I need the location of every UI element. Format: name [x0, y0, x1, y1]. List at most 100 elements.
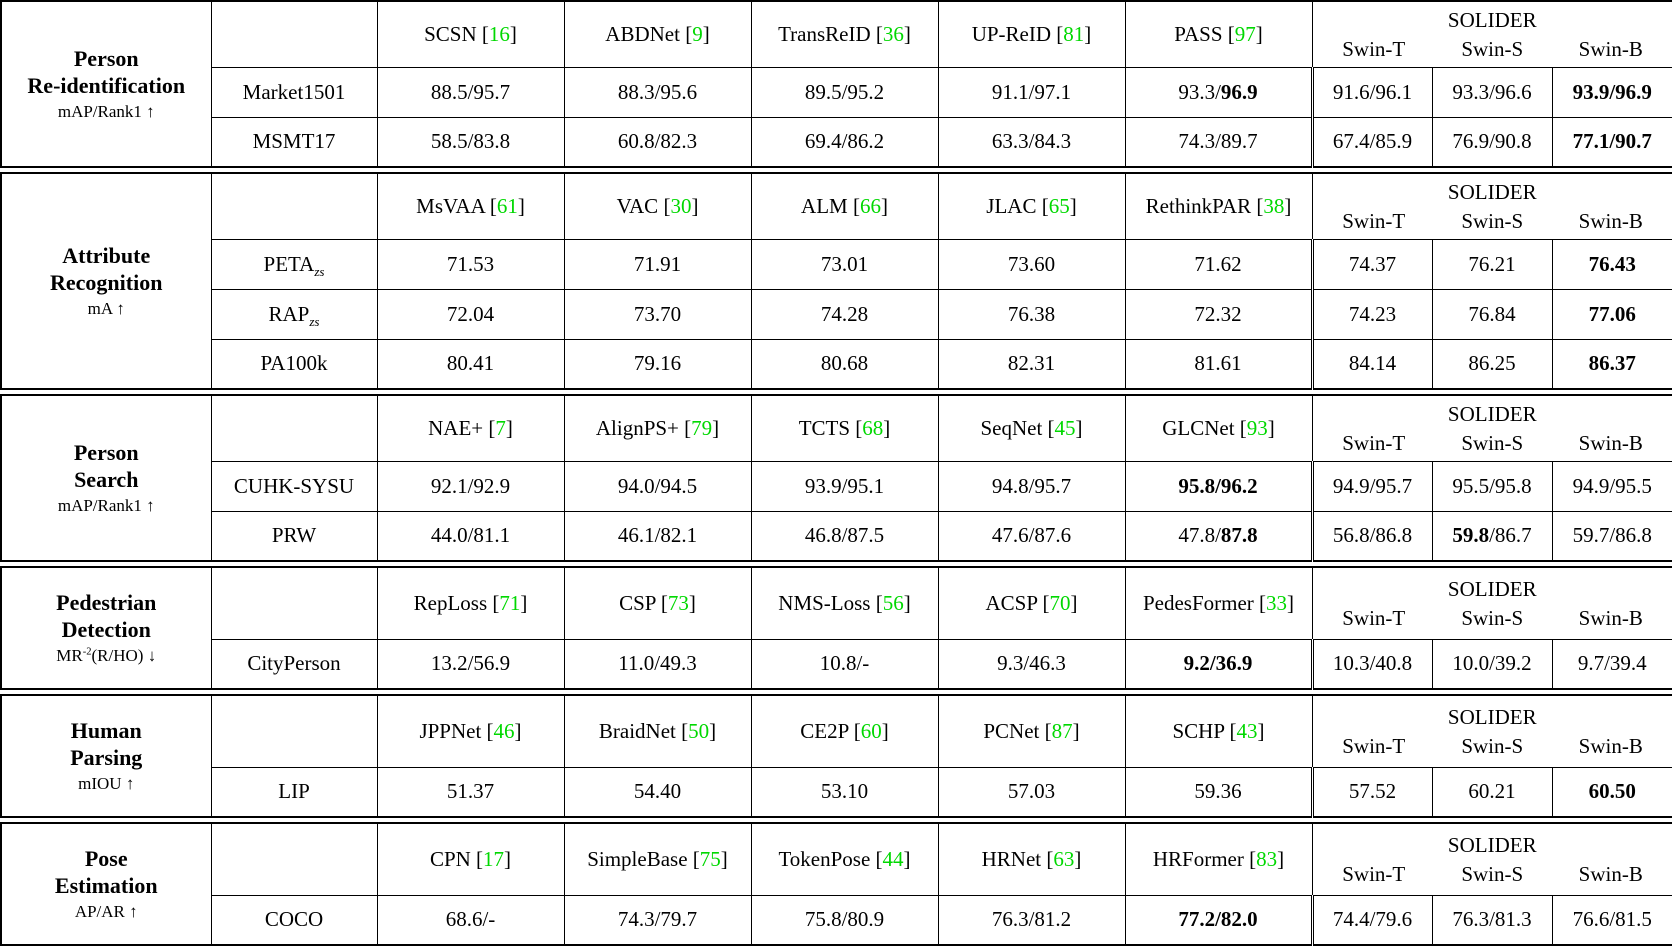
solider-label: SOLIDER — [1447, 705, 1537, 730]
method-header: UP-ReID [81] — [937, 0, 1126, 68]
method-header: GLCNet [93] — [1124, 394, 1313, 462]
citation-ref[interactable]: 38 — [1263, 193, 1285, 218]
citation-ref[interactable]: 16 — [488, 21, 510, 46]
solider-value-cell: 86.37 — [1551, 338, 1672, 390]
solider-value-cell: 93.3/96.6 — [1431, 66, 1553, 118]
solider-variants: Swin-T Swin-S Swin-B — [1315, 207, 1671, 235]
value-cell: 80.68 — [750, 338, 939, 390]
value-cell: 60.8/82.3 — [563, 116, 752, 168]
citation-ref[interactable]: 79 — [691, 415, 713, 440]
citation-ref[interactable]: 81 — [1063, 21, 1085, 46]
citation-ref[interactable]: 93 — [1246, 415, 1268, 440]
citation-ref[interactable]: 63 — [1053, 846, 1075, 871]
value-cell: 53.10 — [750, 766, 939, 818]
citation-ref[interactable]: 30 — [670, 193, 692, 218]
solider-value-cell: 60.21 — [1431, 766, 1553, 818]
task-title: Attribute Recognition — [4, 243, 209, 297]
value-cell: 71.62 — [1124, 238, 1313, 290]
citation-ref[interactable]: 87 — [1051, 718, 1073, 743]
task-title: Pedestrian Detection — [4, 590, 209, 644]
method-header: NMS-Loss [56] — [750, 566, 939, 640]
task-cell: Human Parsing mIOU ↑ — [0, 694, 212, 818]
task-cell: Pose Estimation AP/AR ↑ — [0, 822, 212, 946]
value-cell: 75.8/80.9 — [750, 894, 939, 946]
dataset-cell: Market1501 — [210, 66, 378, 118]
value-cell: 11.0/49.3 — [563, 638, 752, 690]
value-cell: 9.2/36.9 — [1124, 638, 1313, 690]
task-title-line: Person — [73, 439, 139, 465]
citation-ref[interactable]: 33 — [1266, 590, 1288, 615]
value-cell: 59.36 — [1124, 766, 1313, 818]
value-cell: 74.3/89.7 — [1124, 116, 1313, 168]
value-cell: 13.2/56.9 — [376, 638, 565, 690]
citation-ref[interactable]: 71 — [499, 590, 521, 615]
task-title-line: Re-identification — [27, 72, 186, 98]
citation-ref[interactable]: 9 — [692, 21, 703, 46]
value-cell: 47.6/87.6 — [937, 510, 1126, 562]
solider-header: SOLIDER Swin-T Swin-S Swin-B — [1311, 172, 1672, 240]
solider-variant-label: Swin-S — [1461, 431, 1524, 456]
task-title-line: Attribute — [62, 242, 151, 268]
value-cell: 63.3/84.3 — [937, 116, 1126, 168]
dataset-header-cell — [210, 394, 378, 462]
citation-ref[interactable]: 60 — [860, 718, 882, 743]
task-metric: mAP/Rank1 ↑ — [57, 102, 155, 122]
solider-header: SOLIDER Swin-T Swin-S Swin-B — [1311, 694, 1672, 768]
value-cell: 9.3/46.3 — [937, 638, 1126, 690]
solider-variant-label: Swin-B — [1578, 37, 1643, 62]
task-title-line: Pose — [84, 845, 128, 871]
solider-variant-label: Swin-S — [1461, 734, 1524, 759]
solider-variant-label: Swin-B — [1578, 734, 1643, 759]
table-row: PETAzs 71.53 71.91 73.01 73.60 71.62 74.37 76.2… — [1, 238, 1672, 290]
citation-ref[interactable]: 97 — [1234, 21, 1256, 46]
method-header: CE2P [60] — [750, 694, 939, 768]
value-cell: 80.41 — [376, 338, 565, 390]
solider-value-cell: 10.3/40.8 — [1310, 638, 1433, 690]
dataset-header-cell — [210, 172, 378, 240]
citation-ref[interactable]: 75 — [699, 846, 721, 871]
citation-ref[interactable]: 68 — [862, 415, 884, 440]
value-cell: 47.8/87.8 — [1124, 510, 1313, 562]
method-header: ACSP [70] — [937, 566, 1126, 640]
citation-ref[interactable]: 65 — [1048, 193, 1070, 218]
method-header: PASS [97] — [1124, 0, 1313, 68]
citation-ref[interactable]: 36 — [882, 21, 904, 46]
solider-variants: Swin-T Swin-S Swin-B — [1315, 35, 1671, 63]
table-row: PA100k 80.41 79.16 80.68 82.31 81.61 84.14 86.2… — [1, 338, 1672, 390]
value-cell: 71.91 — [563, 238, 752, 290]
solider-label: SOLIDER — [1447, 8, 1537, 33]
citation-ref[interactable]: 50 — [688, 718, 710, 743]
value-cell: 73.01 — [750, 238, 939, 290]
solider-variant-label: Swin-S — [1461, 862, 1524, 887]
citation-ref[interactable]: 43 — [1236, 718, 1258, 743]
solider-value-cell: 56.8/86.8 — [1310, 510, 1433, 562]
citation-ref[interactable]: 70 — [1049, 590, 1071, 615]
citation-ref[interactable]: 83 — [1256, 846, 1278, 871]
dataset-cell: CUHK-SYSU — [210, 460, 378, 512]
citation-ref[interactable]: 7 — [495, 415, 506, 440]
section-table-1: Attribute Recognition mA ↑ MsVAA [61] VAC [3… — [0, 172, 1672, 390]
citation-ref[interactable]: 61 — [496, 193, 518, 218]
method-header: ALM [66] — [750, 172, 939, 240]
solider-variant-label: Swin-B — [1578, 606, 1643, 631]
solider-value-cell: 77.1/90.7 — [1551, 116, 1672, 168]
citation-ref[interactable]: 56 — [882, 590, 904, 615]
table-row: CUHK-SYSU 92.1/92.9 94.0/94.5 93.9/95.1 94.8… — [1, 460, 1672, 512]
citation-ref[interactable]: 73 — [667, 590, 689, 615]
citation-ref[interactable]: 66 — [859, 193, 881, 218]
method-header: TokenPose [44] — [750, 822, 939, 896]
value-cell: 74.28 — [750, 288, 939, 340]
value-cell: 44.0/81.1 — [376, 510, 565, 562]
value-cell: 89.5/95.2 — [750, 66, 939, 118]
dataset-header-cell — [210, 694, 378, 768]
citation-ref[interactable]: 17 — [483, 846, 505, 871]
citation-ref[interactable]: 46 — [493, 718, 515, 743]
citation-ref[interactable]: 45 — [1054, 415, 1076, 440]
citation-ref[interactable]: 44 — [882, 846, 904, 871]
method-header: TransReID [36] — [750, 0, 939, 68]
table-row: Market1501 88.5/95.7 88.3/95.6 89.5/95.2 91.… — [1, 66, 1672, 118]
solider-value-cell: 59.8/86.7 — [1431, 510, 1553, 562]
task-title-line: Recognition — [50, 269, 163, 295]
table-row: PRW 44.0/81.1 46.1/82.1 46.8/87.5 47.6/87.6 4… — [1, 510, 1672, 562]
